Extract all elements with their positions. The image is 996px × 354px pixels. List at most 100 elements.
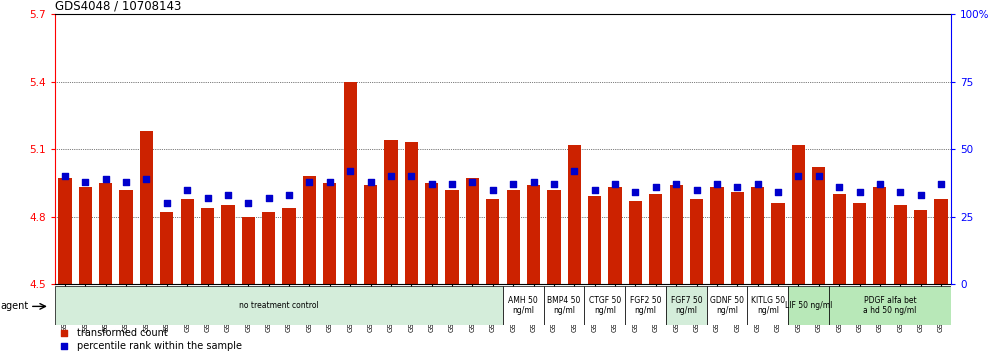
Bar — [812, 167, 826, 284]
Bar — [690, 199, 703, 284]
Point — [322, 179, 338, 184]
Point — [668, 182, 684, 187]
Bar — [792, 145, 805, 284]
Bar — [55, 286, 503, 325]
Text: BMP4 50
ng/ml: BMP4 50 ng/ml — [548, 296, 581, 315]
Bar — [323, 183, 337, 284]
Bar — [544, 286, 585, 325]
Bar — [344, 82, 357, 284]
Point — [179, 187, 195, 193]
Bar — [829, 286, 951, 325]
Point — [302, 179, 318, 184]
Point — [647, 184, 663, 190]
Point — [627, 190, 643, 195]
Point — [709, 182, 725, 187]
Bar — [771, 203, 785, 284]
Bar — [568, 145, 581, 284]
Text: GDS4048 / 10708143: GDS4048 / 10708143 — [55, 0, 181, 13]
Bar — [751, 188, 764, 284]
Point — [138, 176, 154, 182]
Bar — [262, 212, 275, 284]
Point — [220, 192, 236, 198]
Point — [383, 173, 399, 179]
Point — [363, 179, 378, 184]
Bar — [853, 203, 867, 284]
Point — [933, 182, 949, 187]
Bar — [628, 201, 642, 284]
Bar — [384, 140, 397, 284]
Bar — [466, 178, 479, 284]
Bar — [507, 190, 520, 284]
Bar — [180, 199, 194, 284]
Point — [261, 195, 277, 201]
Bar — [609, 188, 622, 284]
Bar — [201, 208, 214, 284]
Bar — [99, 183, 113, 284]
Point — [811, 173, 827, 179]
Point — [423, 182, 439, 187]
Bar — [873, 188, 886, 284]
Bar — [710, 188, 723, 284]
Bar — [160, 212, 173, 284]
Bar — [588, 196, 602, 284]
Point — [852, 190, 868, 195]
Bar — [139, 131, 153, 284]
Text: AMH 50
ng/ml: AMH 50 ng/ml — [509, 296, 538, 315]
Text: LIF 50 ng/ml: LIF 50 ng/ml — [785, 301, 833, 310]
Point — [56, 330, 72, 336]
Bar — [445, 190, 459, 284]
Bar — [833, 194, 846, 284]
Point — [199, 195, 215, 201]
Point — [464, 179, 480, 184]
Text: GDNF 50
ng/ml: GDNF 50 ng/ml — [710, 296, 744, 315]
Text: PDGF alfa bet
a hd 50 ng/ml: PDGF alfa bet a hd 50 ng/ml — [864, 296, 916, 315]
Bar — [221, 205, 235, 284]
Point — [729, 184, 745, 190]
Bar — [283, 208, 296, 284]
Bar — [425, 183, 438, 284]
Point — [546, 182, 562, 187]
Bar — [669, 185, 683, 284]
Text: FGF7 50
ng/ml: FGF7 50 ng/ml — [670, 296, 702, 315]
Point — [78, 179, 94, 184]
Point — [240, 200, 256, 206]
Point — [791, 173, 807, 179]
Text: transformed count: transformed count — [78, 328, 168, 338]
Bar — [788, 286, 829, 325]
Point — [444, 182, 460, 187]
Bar — [707, 286, 747, 325]
Bar — [747, 286, 788, 325]
Point — [750, 182, 766, 187]
Point — [526, 179, 542, 184]
Point — [872, 182, 887, 187]
Bar — [547, 190, 561, 284]
Bar — [59, 178, 72, 284]
Point — [892, 190, 908, 195]
Bar — [503, 286, 544, 325]
Point — [567, 168, 583, 174]
Bar — [625, 286, 666, 325]
Bar — [120, 190, 132, 284]
Point — [57, 173, 73, 179]
Point — [832, 184, 848, 190]
Point — [505, 182, 521, 187]
Bar — [585, 286, 625, 325]
Bar — [303, 176, 316, 284]
Point — [98, 176, 114, 182]
Bar — [666, 286, 707, 325]
Text: agent: agent — [0, 301, 28, 312]
Point — [403, 173, 419, 179]
Point — [485, 187, 501, 193]
Text: FGF2 50
ng/ml: FGF2 50 ng/ml — [629, 296, 661, 315]
Text: no treatment control: no treatment control — [239, 301, 319, 310]
Point — [912, 192, 928, 198]
Bar — [893, 205, 907, 284]
Bar — [914, 210, 927, 284]
Point — [56, 343, 72, 349]
Bar — [79, 188, 92, 284]
Point — [119, 179, 134, 184]
Point — [343, 168, 359, 174]
Point — [587, 187, 603, 193]
Bar — [486, 199, 499, 284]
Text: CTGF 50
ng/ml: CTGF 50 ng/ml — [589, 296, 621, 315]
